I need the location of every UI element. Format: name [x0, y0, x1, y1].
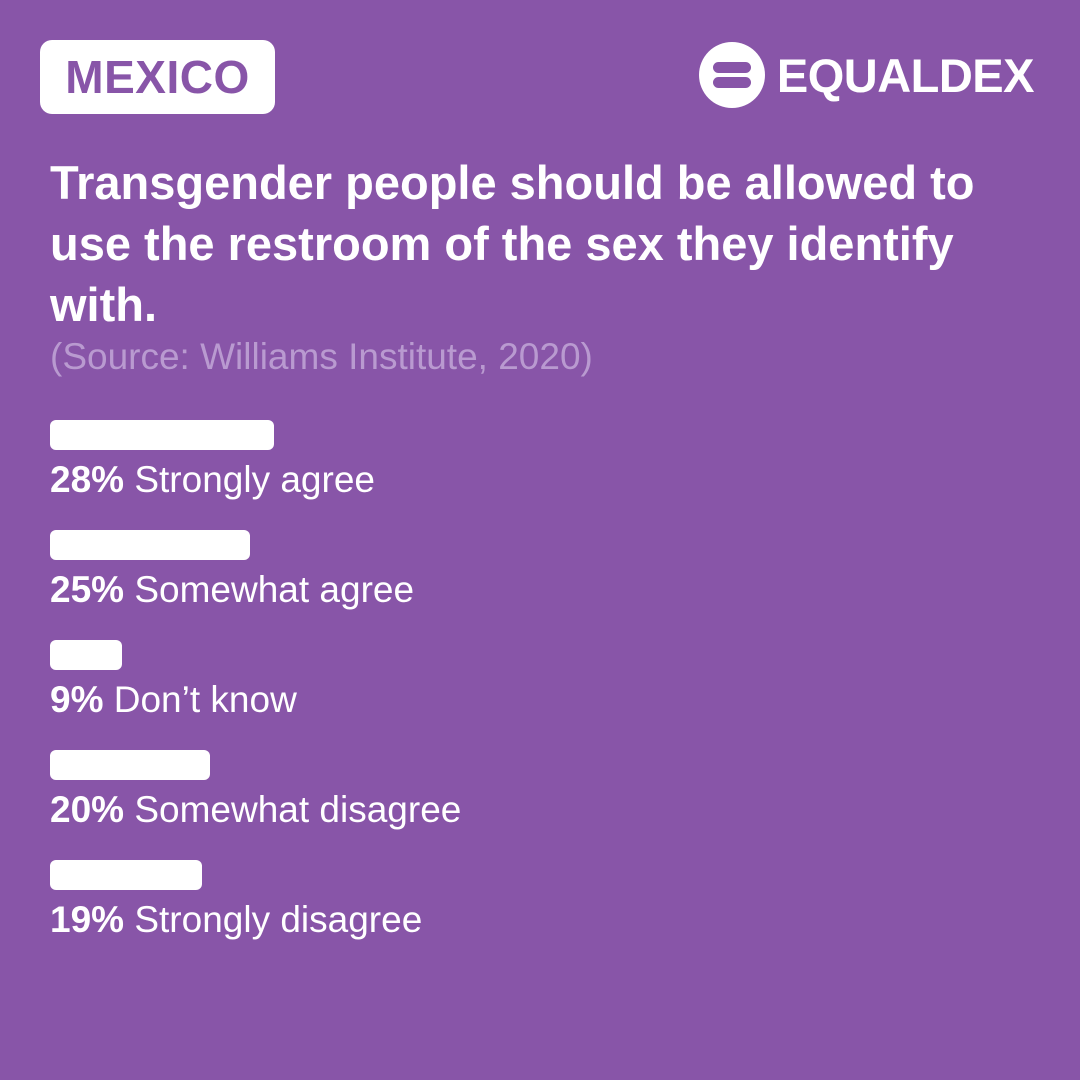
question-title: Transgender people should be allowed to … — [50, 156, 975, 331]
chart-row: 19% Strongly disagree — [50, 860, 1030, 960]
category-label: Don’t know — [103, 679, 297, 720]
bar-track — [50, 420, 850, 450]
category-label: Somewhat agree — [124, 569, 415, 610]
data-label: 19% — [50, 899, 125, 940]
category-label: Strongly disagree — [124, 899, 423, 940]
data-label: 20% — [50, 789, 125, 830]
category-label: Somewhat disagree — [124, 789, 462, 830]
bar — [50, 640, 122, 670]
bar — [50, 530, 250, 560]
chart-row: 28% Strongly agree — [50, 420, 1030, 520]
bar-track — [50, 860, 850, 890]
brand: EQUALDEX — [698, 42, 1035, 108]
data-label: 25% — [50, 569, 125, 610]
bar-track — [50, 640, 850, 670]
bar — [50, 860, 202, 890]
source-citation: (Source: Williams Institute, 2020) — [50, 336, 593, 377]
bar — [50, 420, 274, 450]
bar-label: 9% Don’t know — [50, 678, 297, 722]
data-label: 9% — [50, 679, 104, 720]
bar-track — [50, 530, 850, 560]
bar-label: 25% Somewhat agree — [50, 568, 414, 612]
category-label: Strongly agree — [124, 459, 375, 500]
data-label: 28% — [50, 459, 125, 500]
bar-label: 28% Strongly agree — [50, 458, 375, 502]
chart-row: 25% Somewhat agree — [50, 530, 1030, 630]
bar — [50, 750, 210, 780]
brand-name: EQUALDEX — [776, 48, 1035, 102]
equaldex-logo-icon — [698, 42, 765, 108]
bar-label: 20% Somewhat disagree — [50, 788, 461, 832]
country-badge: MEXICO — [40, 40, 275, 114]
country-label: MEXICO — [65, 51, 250, 103]
chart-row: 9% Don’t know — [50, 640, 1030, 740]
bar-track — [50, 750, 850, 780]
chart-row: 20% Somewhat disagree — [50, 750, 1030, 850]
bar-label: 19% Strongly disagree — [50, 898, 422, 942]
